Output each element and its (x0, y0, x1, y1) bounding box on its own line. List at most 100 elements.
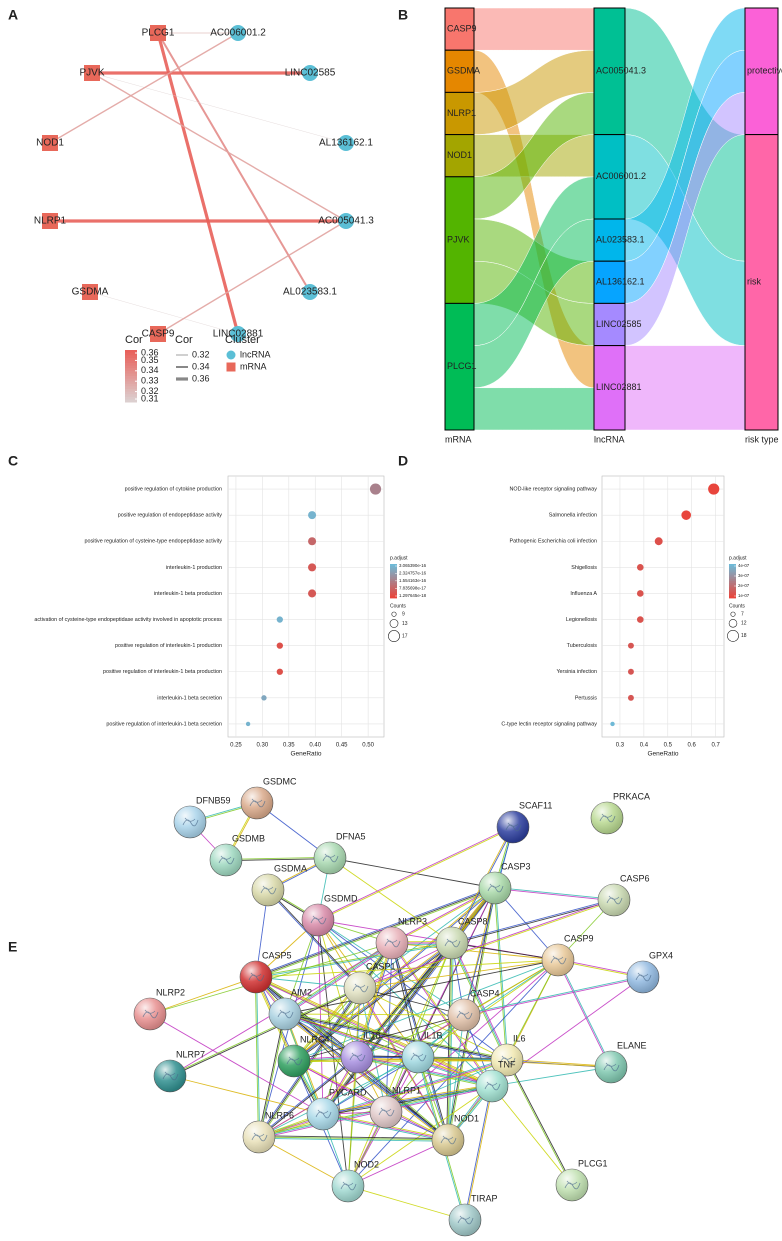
color-bar-step (390, 574, 397, 578)
size-key (391, 611, 397, 617)
sankey-node-label: GSDMA (447, 66, 480, 76)
sankey-node (444, 176, 475, 304)
protein-label: NOD2 (354, 1159, 379, 1169)
category-label: Shigellosis (571, 565, 597, 571)
dot (308, 511, 317, 520)
ppi-edge (258, 1136, 449, 1141)
ppi-edge (149, 976, 257, 1015)
protein-structure (249, 798, 266, 808)
category-label: interleukin-1 beta secretion (157, 695, 222, 701)
ppi-edge (463, 826, 514, 1016)
protein-structure (162, 1071, 179, 1081)
protein-label: CASP4 (470, 988, 500, 998)
dot (610, 721, 615, 727)
protein-structure (499, 1055, 516, 1065)
legend-title: Cluster (225, 334, 260, 346)
sankey-node-label: LINC02881 (596, 382, 642, 392)
legend-title: Counts (390, 603, 406, 609)
protein-structure (599, 813, 616, 823)
ppi-edge (506, 1060, 572, 1186)
color-bar-step (729, 585, 736, 588)
node-label: AC005041.3 (318, 216, 374, 227)
x-axis-label: GeneRatio (647, 751, 678, 758)
color-bar-label: 3e-07 (738, 573, 750, 578)
x-tick-label: 0.25 (230, 743, 242, 749)
protein-structure (487, 883, 504, 893)
ppi-edge (507, 1059, 573, 1185)
mrna-node (150, 25, 166, 41)
ppi-edge (451, 898, 614, 943)
ppi-edge (284, 1013, 449, 1141)
size-key (388, 630, 400, 642)
ppi-edge (259, 1135, 449, 1140)
sankey-node (593, 7, 626, 136)
category-label: positive regulation of endopeptidase act… (118, 513, 223, 519)
ppi-edge (446, 942, 452, 1140)
dot (308, 589, 317, 598)
category-label: positive regulation of interleukin-1 bet… (106, 721, 222, 727)
ppi-edge (255, 887, 496, 978)
size-label: 13 (402, 621, 408, 627)
node-label: PLCG1 (142, 28, 175, 39)
plot-area (601, 475, 725, 738)
cluster-label: mRNA (240, 361, 267, 371)
ppi-edge (359, 987, 465, 1016)
color-bar-step (390, 581, 397, 584)
ppi-edge (293, 987, 361, 1062)
category-label: positive regulation of cytokine producti… (125, 486, 222, 492)
protein-structure (322, 853, 339, 863)
ppi-edge (226, 858, 331, 862)
color-bar-step (729, 572, 736, 576)
protein-label: IL18 (363, 1030, 381, 1040)
color-bar-step (125, 376, 137, 380)
ppi-edge (359, 959, 559, 989)
ppi-edge (225, 856, 330, 860)
protein-label: CASP3 (501, 861, 531, 871)
lncrna-node (230, 326, 246, 342)
ppi-edge (322, 1084, 492, 1114)
protein-structure (456, 1010, 473, 1020)
stage-label: mRNA (445, 434, 472, 444)
sankey-node-label: CASP9 (447, 23, 477, 33)
category-label: Pathogenic Escherichia coli infection (510, 539, 598, 545)
protein-structure (260, 885, 277, 895)
ppi-edge (355, 942, 392, 1057)
protein-label: GSDMA (274, 863, 307, 873)
ppi-edge (317, 826, 513, 920)
color-bar-step (390, 572, 397, 576)
node-label: LINC02585 (285, 68, 336, 79)
category-label: C-type lectin receptor signaling pathway (501, 721, 597, 727)
node-label: NLRP1 (34, 216, 67, 227)
ppi-edge (495, 887, 509, 1060)
ppi-edge (258, 1014, 465, 1138)
ppi-edge (452, 942, 509, 1060)
color-bar-step (125, 378, 137, 382)
sankey-node (593, 345, 626, 431)
dot (276, 616, 283, 623)
x-tick-label: 0.30 (257, 743, 269, 749)
ppi-edge (169, 1075, 324, 1115)
node-label: PJVK (79, 68, 104, 79)
ppi-edge (293, 942, 392, 1061)
stage-label: lncRNA (594, 434, 625, 444)
protein-label: NLRP2 (156, 987, 185, 997)
ppi-edge (254, 977, 259, 1138)
ppi-edge (356, 1014, 465, 1058)
ppi-edge (284, 1013, 465, 1016)
color-bar-step (729, 591, 736, 595)
protein-structure (310, 915, 327, 925)
size-label: 18 (741, 633, 747, 639)
ppi-edge (493, 888, 507, 1061)
ppi-edge (256, 943, 453, 979)
protein-structure (550, 955, 567, 965)
sankey-node-label: risk (747, 277, 761, 287)
ppi-edge (267, 890, 360, 989)
protein-label: PRKACA (613, 791, 650, 801)
protein-label: SCAF11 (519, 800, 552, 810)
protein-label: NLRP1 (392, 1085, 421, 1095)
color-bar-step (125, 352, 137, 356)
sankey-node-label: protective (747, 66, 782, 76)
ppi-edge (347, 1139, 449, 1187)
ppi-edge (284, 959, 559, 1015)
panel-label: D (398, 453, 408, 469)
